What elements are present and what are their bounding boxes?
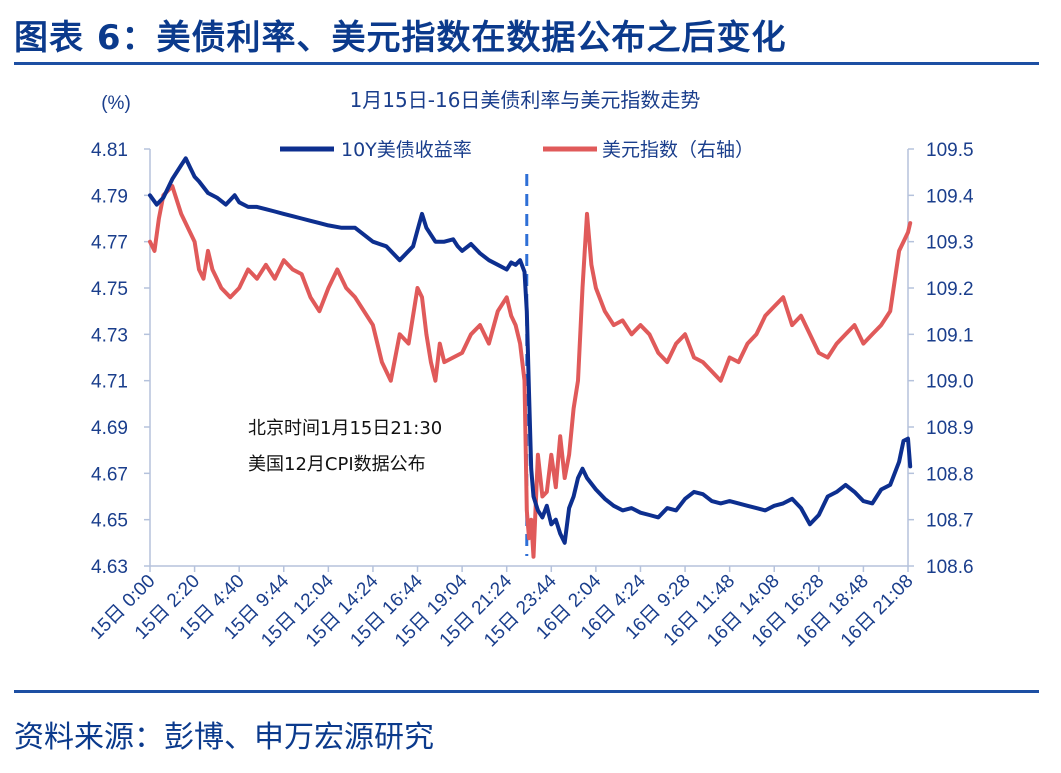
treasury-yield-line xyxy=(148,156,913,545)
figure-title: 图表 6：美债利率、美元指数在数据公布之后变化 xyxy=(14,18,787,58)
right-tick-label: 108.7 xyxy=(926,511,974,532)
right-tick-label: 109.5 xyxy=(926,140,974,161)
left-tick-label: 4.69 xyxy=(91,418,128,439)
legend-dollar-label: 美元指数（右轴） xyxy=(602,139,754,161)
footer-rule xyxy=(14,690,1039,693)
right-tick-label: 109.4 xyxy=(926,186,974,207)
right-tick-label: 109.0 xyxy=(926,372,974,393)
legend-treasury-label: 10Y美债收益率 xyxy=(341,139,472,161)
left-tick-label: 4.71 xyxy=(91,372,128,393)
left-tick-label: 4.73 xyxy=(91,325,128,346)
left-tick-label: 4.67 xyxy=(91,464,128,485)
dollar-index-line xyxy=(148,184,913,559)
left-tick-label: 4.81 xyxy=(91,140,128,161)
left-axis-unit: (%) xyxy=(101,93,131,114)
right-tick-label: 108.8 xyxy=(926,464,974,485)
left-tick-label: 4.79 xyxy=(91,186,128,207)
left-tick-label: 4.63 xyxy=(91,557,128,578)
right-tick-label: 109.3 xyxy=(926,233,974,254)
chart: 1月15日-16日美债利率与美元指数走势 (%) 10Y美债收益率 美元指数（右… xyxy=(86,88,974,651)
right-tick-label: 108.9 xyxy=(926,418,974,439)
right-tick-label: 108.6 xyxy=(926,557,974,578)
chart-title: 1月15日-16日美债利率与美元指数走势 xyxy=(350,88,701,112)
right-tick-label: 109.2 xyxy=(926,279,974,300)
annotation-line-1: 北京时间1月15日21:30 xyxy=(248,418,442,439)
left-tick-label: 4.65 xyxy=(91,511,128,532)
right-tick-label: 109.1 xyxy=(926,325,974,346)
source-note: 资料来源：彭博、申万宏源研究 xyxy=(14,720,434,755)
title-rule xyxy=(14,62,1039,65)
annotation-line-2: 美国12月CPI数据公布 xyxy=(248,454,426,475)
left-tick-label: 4.77 xyxy=(91,233,128,254)
left-tick-label: 4.75 xyxy=(91,279,128,300)
